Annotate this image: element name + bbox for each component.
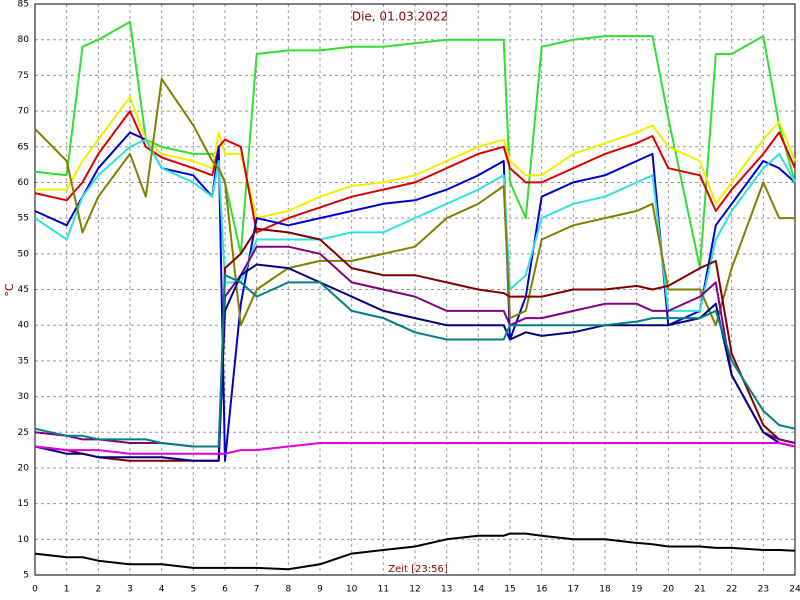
series-line [34,110,796,234]
x-tick-label: 1 [64,585,70,595]
x-tick-label: 9 [317,585,323,595]
series-line [34,263,796,462]
x-tick-label: 11 [378,585,389,595]
series-line [34,442,796,455]
x-tick-label: 18 [599,585,611,595]
x-tick-label: 14 [473,585,485,595]
y-tick-label: 55 [18,214,29,224]
series-line [34,532,796,571]
series-line [35,95,796,220]
y-tick-label: 5 [23,571,29,581]
x-tick-label: 21 [694,585,705,595]
x-tick-label: 5 [190,585,196,595]
x-tick-label: 3 [127,585,133,595]
y-tick-label: 85 [18,0,29,10]
y-tick-label: 60 [18,178,30,188]
x-tick-label: 10 [346,585,358,595]
plot-border [34,3,796,576]
y-tick-label: 75 [18,71,29,81]
x-tick-label: 0 [32,585,38,595]
x-tick-label: 7 [254,585,260,595]
series-line [34,77,795,327]
y-tick-label: 70 [18,107,30,117]
series-line [34,274,796,448]
y-tick-label: 15 [18,499,29,509]
series-line [34,138,796,312]
x-tick-label: 22 [726,585,737,595]
x-tick-label: 12 [409,585,420,595]
time-annotation: Zeit [23:56] [388,564,448,575]
y-tick-label: 50 [18,249,30,259]
y-tick-label: 20 [18,463,30,473]
y-axis-label: °C [3,283,16,297]
y-tick-label: 30 [18,392,30,402]
x-tick-label: 17 [568,585,579,595]
series-line [34,227,796,462]
x-tick-label: 16 [536,585,548,595]
x-tick-label: 13 [441,585,452,595]
y-tick-label: 40 [18,321,30,331]
y-tick-label: 65 [18,142,29,152]
x-tick-label: 24 [789,585,800,595]
y-tick-label: 25 [18,428,29,438]
x-tick-label: 19 [631,585,643,595]
y-tick-label: 10 [18,535,30,545]
y-tick-label: 35 [18,356,29,366]
chart-title: Die, 01.03.2022 [352,10,448,24]
series-line [34,245,796,448]
x-tick-label: 4 [159,585,165,595]
series-line [34,20,796,270]
x-tick-label: 2 [95,585,101,595]
x-tick-label: 20 [663,585,675,595]
x-tick-label: 15 [504,585,515,595]
y-tick-label: 45 [18,285,29,295]
x-tick-label: 6 [222,585,228,595]
y-tick-label: 80 [18,35,30,45]
x-tick-label: 8 [285,585,291,595]
x-tick-label: 23 [758,585,769,595]
